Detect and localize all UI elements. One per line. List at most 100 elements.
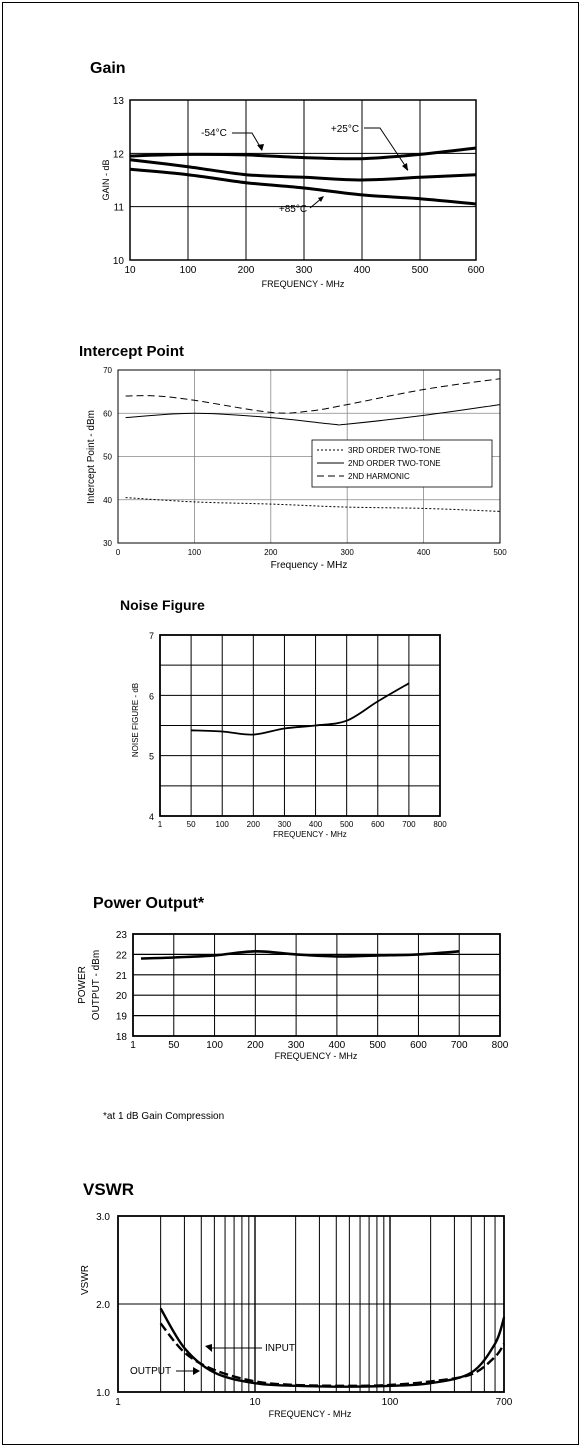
x-tick-label: 500	[493, 548, 507, 557]
power-chart: 18 19 20 21 22 23 1 50 100 200 300 400 500 600 700 800 F…	[77, 930, 509, 1061]
x-tick-label: 600	[371, 820, 385, 829]
y-tick-label: 21	[116, 971, 128, 982]
y-tick-label: 10	[113, 256, 125, 267]
x-tick-label: 10	[124, 265, 136, 276]
arrowhead	[402, 163, 408, 171]
x-tick-label: 400	[417, 548, 431, 557]
y-tick-label: 13	[113, 96, 125, 107]
series-line	[191, 682, 410, 736]
y-tick-label: 1.0	[96, 1388, 110, 1399]
x-tick-label: 700	[402, 820, 416, 829]
x-tick-label: 600	[410, 1040, 427, 1051]
x-tick-label: 200	[247, 1040, 264, 1051]
y-axis-label: POWER	[77, 966, 88, 1004]
arrowhead	[193, 1367, 200, 1375]
annotation-leader	[364, 127, 409, 171]
x-tick-label: 200	[264, 548, 278, 557]
series-line	[125, 404, 501, 426]
y-tick-label: 12	[113, 149, 125, 160]
series-line	[140, 949, 460, 960]
y-tick-label: 18	[116, 1032, 128, 1043]
series-line	[159, 1307, 506, 1388]
x-tick-label: 100	[206, 1040, 223, 1051]
x-tick-label: 800	[492, 1040, 509, 1051]
annotation-label: OUTPUT	[130, 1366, 171, 1377]
y-tick-label: 2.0	[96, 1300, 110, 1311]
annotation-leader	[232, 132, 263, 151]
y-tick-label: 5	[149, 752, 154, 762]
plot-frame	[117, 1215, 505, 1393]
y-tick-label: 7	[149, 631, 154, 641]
y-axis-label: OUTPUT - dBm	[91, 950, 102, 1020]
x-tick-label: 400	[309, 820, 323, 829]
annotation-label: +25°C	[331, 124, 359, 135]
series-line	[129, 167, 477, 206]
plot-frame	[132, 933, 501, 1037]
legend-label: 2ND ORDER TWO-TONE	[348, 459, 441, 468]
arrowhead	[257, 144, 264, 151]
annotation-label: -54°C	[201, 128, 227, 139]
x-tick-label: 400	[354, 265, 371, 276]
x-axis-label: Frequency - MHz	[271, 560, 348, 571]
x-tick-label: 1	[158, 820, 163, 829]
power-footnote: *at 1 dB Gain Compression	[103, 1111, 225, 1122]
series-line	[125, 378, 501, 414]
x-axis-label: FREQUENCY - MHz	[273, 830, 347, 839]
x-axis-label: FREQUENCY - MHz	[262, 279, 345, 289]
x-tick-label: 600	[468, 265, 485, 276]
y-tick-label: 60	[103, 409, 112, 418]
series-line	[129, 158, 477, 182]
y-tick-label: 70	[103, 366, 112, 375]
x-tick-label: 100	[188, 548, 202, 557]
x-tick-label: 50	[187, 820, 196, 829]
y-tick-label: 20	[116, 991, 128, 1002]
power-title: Power Output*	[93, 895, 205, 912]
x-tick-label: 700	[451, 1040, 468, 1051]
y-tick-label: 6	[149, 691, 154, 701]
x-tick-label: 1	[115, 1397, 121, 1408]
plot-frame	[159, 634, 441, 817]
x-tick-label: 500	[340, 820, 354, 829]
intercept-chart: 30 40 50 60 70 0 100 200 300 400 500 Frequency - MH…	[86, 366, 507, 571]
vswr-chart: 1.0 2.0 3.0 1 10 100 700 FREQUENCY - MHz VSWR INP…	[80, 1212, 513, 1419]
x-tick-label: 100	[180, 265, 197, 276]
x-tick-label: 10	[249, 1397, 261, 1408]
x-tick-label: 400	[329, 1040, 346, 1051]
y-tick-label: 19	[116, 1012, 128, 1023]
y-axis-label: GAIN - dB	[101, 159, 111, 200]
x-tick-label: 300	[278, 820, 292, 829]
legend-label: 3RD ORDER TWO-TONE	[348, 446, 441, 455]
y-tick-label: 50	[103, 453, 112, 462]
annotation-label: INPUT	[265, 1343, 295, 1354]
series-line	[159, 1322, 506, 1388]
x-tick-label: 200	[247, 820, 261, 829]
x-axis-label: FREQUENCY - MHz	[275, 1051, 358, 1061]
intercept-title: Intercept Point	[79, 343, 185, 360]
x-tick-label: 1	[130, 1040, 136, 1051]
x-tick-label: 500	[369, 1040, 386, 1051]
y-tick-label: 23	[116, 930, 128, 941]
x-tick-label: 300	[288, 1040, 305, 1051]
series-line	[125, 497, 501, 512]
y-tick-label: 40	[103, 496, 112, 505]
gain-chart: 10 11 12 13 10 100 200 300 400 500 600 FREQUENCY - …	[101, 96, 485, 289]
y-tick-label: 11	[114, 203, 125, 214]
legend-label: 2ND HARMONIC	[348, 472, 410, 481]
x-tick-label: 100	[216, 820, 230, 829]
x-axis-label: FREQUENCY - MHz	[269, 1409, 352, 1419]
x-tick-label: 50	[168, 1040, 180, 1051]
y-axis-label: VSWR	[80, 1265, 91, 1295]
x-tick-label: 200	[238, 265, 255, 276]
noise-chart: 4 5 6 7 1 50 100 200 300 400 500 600 700 800 FREQUENCY…	[131, 631, 447, 839]
x-tick-label: 500	[412, 265, 429, 276]
y-axis-label: Intercept Point - dBm	[86, 410, 97, 504]
arrowhead	[318, 196, 324, 202]
y-tick-label: 22	[116, 950, 128, 961]
vswr-title: VSWR	[83, 1180, 134, 1199]
plot-frame	[117, 369, 501, 544]
series-line	[129, 146, 477, 161]
y-tick-label: 3.0	[96, 1212, 110, 1223]
annotation-label: +85°C	[279, 204, 307, 215]
x-tick-label: 100	[382, 1397, 399, 1408]
